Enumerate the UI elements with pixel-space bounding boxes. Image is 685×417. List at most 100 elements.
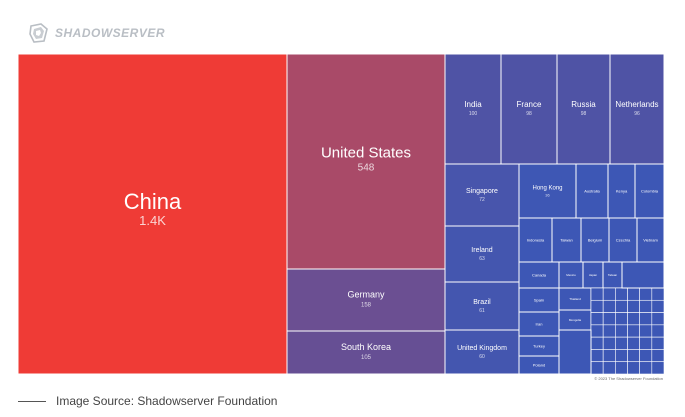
treemap-value: 98 <box>581 111 587 117</box>
treemap-cell-small <box>627 349 640 363</box>
treemap-label: Taiwan <box>608 273 618 277</box>
treemap-cell-small <box>627 324 640 338</box>
treemap-cell-hong-kong <box>518 163 577 219</box>
treemap-cell-small <box>602 349 616 363</box>
treemap-value: 548 <box>358 163 375 174</box>
treemap-cell-small <box>651 349 664 363</box>
treemap-cell-small <box>651 312 664 326</box>
treemap-cell-germany <box>286 268 446 332</box>
treemap-cell-small <box>590 336 604 350</box>
treemap-cell-small <box>602 324 616 338</box>
treemap-chart: China 1.4K United States 548 Germany 158 South… <box>18 54 664 374</box>
treemap-cell-small <box>627 287 640 301</box>
treemap-cell-small <box>602 312 616 326</box>
treemap-cell-small <box>590 349 604 363</box>
treemap-label: China <box>124 189 182 214</box>
treemap-cell-small <box>651 287 664 301</box>
treemap-cell-small <box>615 324 628 338</box>
treemap-label: United States <box>321 145 411 162</box>
treemap-label: Australia <box>584 188 600 193</box>
treemap-cell-ireland <box>444 225 520 283</box>
treemap-cell-small <box>615 361 628 374</box>
treemap-cell-small <box>651 324 664 338</box>
treemap-label: Canada <box>532 272 547 277</box>
treemap-cell-small <box>651 361 664 374</box>
copyright-text: © 2023 The Shadowserver Foundation <box>594 376 663 381</box>
treemap-label: Mongolia <box>569 318 582 322</box>
treemap-cell-kenya <box>607 163 636 219</box>
treemap-cell-france <box>500 54 558 165</box>
treemap-value: 98 <box>526 111 532 117</box>
logo-text: SHADOWSERVER <box>55 26 166 40</box>
treemap-cell-small <box>590 324 604 338</box>
treemap-cell-small <box>602 361 616 374</box>
treemap-cell-china <box>18 54 288 374</box>
treemap-cell-small <box>615 312 628 326</box>
treemap-cell-small <box>615 299 628 313</box>
treemap-cell-russia <box>556 54 611 165</box>
treemap-cell-small <box>639 312 653 326</box>
treemap-label: Hong Kong <box>532 185 562 191</box>
treemap-cell-small <box>615 336 628 350</box>
treemap-cell-small <box>615 349 628 363</box>
treemap-cell-small <box>621 261 664 289</box>
treemap-value: 1.4K <box>139 213 166 228</box>
treemap-cell-small <box>602 299 616 313</box>
treemap-label: Germany <box>347 290 385 300</box>
treemap-value: 100 <box>469 111 478 117</box>
treemap-cell-small <box>627 312 640 326</box>
treemap-cell-small <box>590 287 604 301</box>
treemap-value: 36 <box>545 192 550 197</box>
treemap-label: Spain <box>534 297 544 302</box>
treemap-label: United Kingdom <box>457 345 507 352</box>
treemap-label: France <box>517 100 542 109</box>
treemap-value: 60 <box>479 354 485 360</box>
treemap-cell-vietnam <box>636 217 664 263</box>
treemap-label: India <box>464 100 482 109</box>
treemap-cell-singapore <box>444 163 520 227</box>
treemap-label: Japan <box>589 273 598 277</box>
treemap-cell-united-kingdom <box>444 329 520 374</box>
image-source-text: Image Source: Shadowserver Foundation <box>56 394 278 408</box>
treemap-label: Indonesia <box>527 237 545 242</box>
treemap-cell-small <box>639 349 653 363</box>
image-source-caption: Image Source: Shadowserver Foundation <box>18 394 277 408</box>
treemap-label: Mexico <box>566 273 576 277</box>
treemap-cell-small <box>615 287 628 301</box>
caption-line <box>18 400 46 402</box>
treemap-label: Taiwan <box>560 237 572 242</box>
treemap-cell-small <box>639 299 653 313</box>
treemap-cell-small <box>639 336 653 350</box>
treemap-cell-small <box>590 299 604 313</box>
shadowserver-logo-icon <box>29 23 48 43</box>
shadowserver-logo: SHADOWSERVER <box>28 22 165 44</box>
treemap-value: 72 <box>479 197 485 203</box>
treemap-label: Belgium <box>588 237 603 242</box>
treemap-label: Singapore <box>466 188 498 195</box>
treemap-cell-small <box>558 329 592 374</box>
treemap-cell-india <box>444 54 502 165</box>
treemap-label: Turkey <box>533 343 545 348</box>
treemap-label: Kenya <box>616 188 628 193</box>
treemap-cell-netherlands <box>609 54 664 165</box>
treemap-cell-united-states <box>286 54 446 270</box>
treemap-cell-small <box>651 299 664 313</box>
treemap-label: Czechia <box>616 237 631 242</box>
treemap-cell-small <box>639 324 653 338</box>
treemap-cell-small <box>639 287 653 301</box>
treemap-cell-small <box>627 336 640 350</box>
treemap-label: Iran <box>536 321 543 326</box>
treemap-cell-iran <box>518 311 560 337</box>
treemap-label: Poland <box>533 362 545 367</box>
treemap-label: Ireland <box>471 247 493 254</box>
treemap-cell-small <box>627 361 640 374</box>
treemap-label: Russia <box>571 100 596 109</box>
treemap-cell-czechia <box>608 217 638 263</box>
treemap-cell-brazil <box>444 281 520 331</box>
treemap-value: 63 <box>479 256 485 262</box>
treemap-label: Thailand <box>569 297 581 301</box>
treemap-value: 61 <box>479 308 485 314</box>
treemap-cell-small <box>639 361 653 374</box>
treemap-cell-small <box>627 299 640 313</box>
